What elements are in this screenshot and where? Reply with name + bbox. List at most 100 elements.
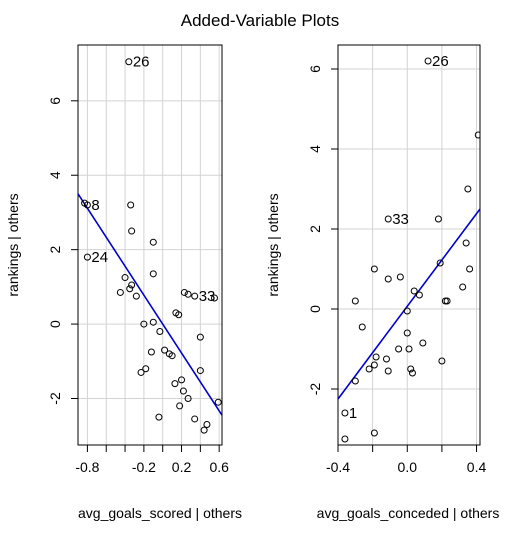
data-point <box>474 131 480 139</box>
data-point <box>128 281 136 289</box>
regression-line <box>78 193 222 416</box>
data-point <box>443 297 451 305</box>
data-point <box>83 201 91 209</box>
data-point <box>200 426 208 434</box>
data-point <box>83 253 91 261</box>
data-point <box>384 275 392 283</box>
plot-frame <box>337 44 481 446</box>
data-point <box>403 307 411 315</box>
data-point <box>372 353 380 361</box>
data-point <box>175 311 183 319</box>
data-point <box>180 288 188 296</box>
data-point <box>370 361 378 369</box>
data-point <box>178 376 186 384</box>
data-point <box>214 398 222 406</box>
data-point <box>196 367 204 375</box>
y-tick-label: 2 <box>307 225 323 233</box>
x-tick-label: -0.2 <box>132 459 156 475</box>
data-point <box>203 421 211 429</box>
point-label: 1 <box>349 405 357 422</box>
x-tick-label: -0.8 <box>75 459 99 475</box>
figure-title: Added-Variable Plots <box>181 11 339 30</box>
y-tick-label: 0 <box>307 305 323 313</box>
data-point <box>191 292 199 300</box>
data-point <box>171 380 179 388</box>
point-label: 24 <box>91 249 108 266</box>
data-point <box>408 369 416 377</box>
y-axis-label: rankings | others <box>265 193 281 296</box>
data-point <box>191 415 199 423</box>
point-label: 33 <box>392 211 409 228</box>
plot-panel-avg-goals-conceded: -0.4 0.0 0.4 -2 0 2 4 6 avg_goals_conceded | oth… <box>265 44 500 521</box>
data-point <box>161 346 169 354</box>
point-label: 33 <box>199 288 216 305</box>
data-point <box>184 394 192 402</box>
data-point <box>405 345 413 353</box>
data-point <box>142 365 150 373</box>
data-point <box>196 333 204 341</box>
data-point <box>351 377 359 385</box>
y-tick-label: 4 <box>307 145 323 153</box>
data-point <box>365 365 373 373</box>
data-point <box>434 215 442 223</box>
y-tick-label: 6 <box>307 65 323 73</box>
y-tick-label: 4 <box>47 171 63 179</box>
data-point <box>156 328 164 336</box>
data-point <box>127 201 135 209</box>
data-point <box>176 402 184 410</box>
data-point <box>436 259 444 267</box>
data-point <box>384 367 392 375</box>
data-point <box>396 273 404 281</box>
data-point <box>184 290 192 298</box>
data-layer: 26 8 24 33 <box>78 54 222 434</box>
data-layer: 26 4 33 1 <box>338 53 490 443</box>
data-point <box>147 348 155 356</box>
data-point <box>462 239 470 247</box>
data-point <box>140 320 148 328</box>
x-tick-label: 0.2 <box>172 459 192 475</box>
data-point <box>132 292 140 300</box>
data-point <box>382 355 390 363</box>
data-point <box>358 323 366 331</box>
point-label: 4 <box>482 127 490 144</box>
point-label: 8 <box>91 197 99 214</box>
data-point <box>370 265 378 273</box>
data-point <box>149 238 157 246</box>
x-tick-label: 0.4 <box>467 459 487 475</box>
data-point <box>370 429 378 437</box>
y-tick-label: 2 <box>47 246 63 254</box>
x-tick-label: -0.4 <box>326 459 350 475</box>
data-point <box>125 58 133 66</box>
data-point <box>210 294 218 302</box>
data-point <box>121 274 129 282</box>
data-point <box>116 288 124 296</box>
data-point <box>341 435 349 443</box>
data-point <box>384 215 392 223</box>
y-tick-label: -2 <box>307 383 323 396</box>
point-label: 26 <box>133 54 150 71</box>
data-point <box>128 227 136 235</box>
regression-line <box>338 208 480 400</box>
data-point <box>410 287 418 295</box>
y-tick-label: 6 <box>47 97 63 105</box>
data-point <box>459 283 467 291</box>
x-axis-label: avg_goals_conceded | others <box>317 505 500 521</box>
data-point <box>137 368 145 376</box>
x-axis-label: avg_goals_scored | others <box>78 505 242 521</box>
data-point <box>424 57 432 65</box>
data-point <box>155 413 163 421</box>
data-point <box>466 265 474 273</box>
x-tick-label: 0.6 <box>209 459 229 475</box>
data-point <box>403 329 411 337</box>
data-point <box>407 365 415 373</box>
data-point <box>126 285 134 293</box>
data-point <box>168 352 176 360</box>
x-tick-label: 0.0 <box>398 459 418 475</box>
data-point <box>149 318 157 326</box>
data-point <box>351 297 359 305</box>
data-point <box>149 270 157 278</box>
data-point <box>438 357 446 365</box>
data-point <box>415 291 423 299</box>
